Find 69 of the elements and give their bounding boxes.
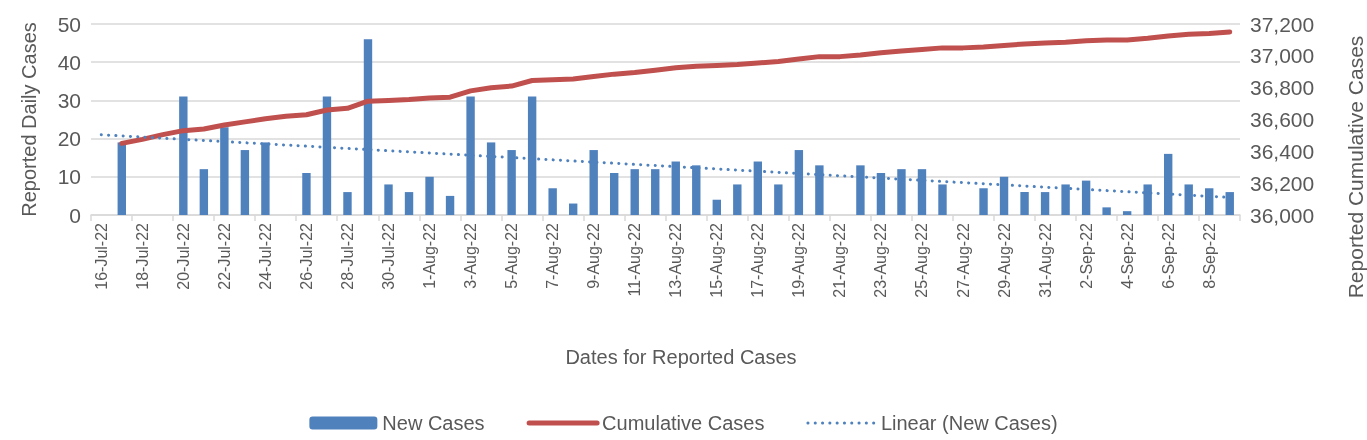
y-tick-label: 0 xyxy=(69,203,81,227)
x-tick-label: 25-Aug-22 xyxy=(913,222,931,298)
bar xyxy=(1122,211,1132,215)
x-tick-label: 11-Aug-22 xyxy=(626,222,644,297)
bar xyxy=(404,192,414,215)
x-axis-title: Dates for Reported Cases xyxy=(565,346,797,368)
x-tick-label: 28-Jul-22 xyxy=(338,222,356,290)
x-tick-label: 27-Aug-22 xyxy=(954,222,972,298)
y-tick-label: 30 xyxy=(57,88,81,112)
y2-tick-label: 36,600 xyxy=(1250,108,1315,131)
bar xyxy=(117,142,126,215)
x-tick-label: 7-Aug-22 xyxy=(544,222,562,289)
x-tick-label: 4-Sep-22 xyxy=(1118,222,1136,289)
x-tick-label: 3-Aug-22 xyxy=(462,222,480,289)
legend-label: New Cases xyxy=(382,412,485,434)
x-tick-label: 13-Aug-22 xyxy=(667,222,685,298)
bar xyxy=(610,172,619,215)
bar xyxy=(733,184,742,215)
legend-label: Linear (New Cases) xyxy=(880,412,1058,434)
y-tick-label: 40 xyxy=(57,50,81,74)
bar xyxy=(302,172,311,215)
y-axis-title: Reported Daily Cases xyxy=(18,22,40,217)
bar xyxy=(1040,192,1050,215)
bar xyxy=(445,195,455,215)
y2-tick-label: 36,200 xyxy=(1250,171,1315,195)
x-tick-label: 17-Aug-22 xyxy=(749,222,767,298)
x-tick-label: 15-Aug-22 xyxy=(708,222,726,298)
x-tick-label: 31-Aug-22 xyxy=(1036,222,1054,298)
x-tick-label: 29-Aug-22 xyxy=(995,222,1013,298)
x-tick-label: 16-Jul-22 xyxy=(92,222,110,290)
bar xyxy=(548,188,557,215)
x-tick-label: 19-Aug-22 xyxy=(790,222,808,298)
x-tick-label: 1-Aug-22 xyxy=(421,222,439,289)
x-tick-label: 21-Aug-22 xyxy=(831,222,849,298)
x-tick-label: 26-Jul-22 xyxy=(297,222,315,290)
bar xyxy=(630,169,639,215)
bar xyxy=(199,169,209,215)
y2-tick-label: 37,200 xyxy=(1250,12,1315,36)
x-tick-label: 20-Jul-22 xyxy=(174,222,192,290)
x-tick-label: 8-Sep-22 xyxy=(1200,222,1218,289)
y2-tick-label: 36,000 xyxy=(1250,203,1315,227)
bar xyxy=(425,176,434,215)
y-tick-label: 50 xyxy=(57,12,81,36)
bar xyxy=(1020,192,1029,215)
bar xyxy=(651,169,660,215)
bar xyxy=(384,184,393,215)
bar xyxy=(343,192,352,215)
x-tick-label: 22-Jul-22 xyxy=(215,222,233,290)
x-tick-label: 23-Aug-22 xyxy=(872,222,890,298)
bar xyxy=(712,199,721,215)
y2-tick-label: 36,800 xyxy=(1250,76,1315,100)
legend-label: Cumulative Cases xyxy=(602,412,765,434)
y2-axis-title: Reported Cumulative Cases xyxy=(1343,35,1367,299)
bar xyxy=(568,203,578,215)
y2-tick-label: 37,000 xyxy=(1250,44,1315,68)
x-tick-label: 2-Sep-22 xyxy=(1077,222,1095,289)
y-tick-label: 10 xyxy=(57,165,81,189)
bar xyxy=(1102,207,1111,215)
x-tick-label: 24-Jul-22 xyxy=(256,222,274,290)
bar xyxy=(979,188,988,215)
x-tick-label: 18-Jul-22 xyxy=(133,222,151,290)
bar xyxy=(774,184,783,215)
y2-tick-label: 36,400 xyxy=(1250,139,1315,163)
x-tick-label: 30-Jul-22 xyxy=(380,222,398,290)
bar xyxy=(240,150,250,215)
y-tick-label: 20 xyxy=(57,127,81,151)
x-tick-label: 9-Aug-22 xyxy=(585,222,603,289)
x-tick-label: 5-Aug-22 xyxy=(503,222,521,289)
x-tick-label: 6-Sep-22 xyxy=(1159,222,1177,289)
